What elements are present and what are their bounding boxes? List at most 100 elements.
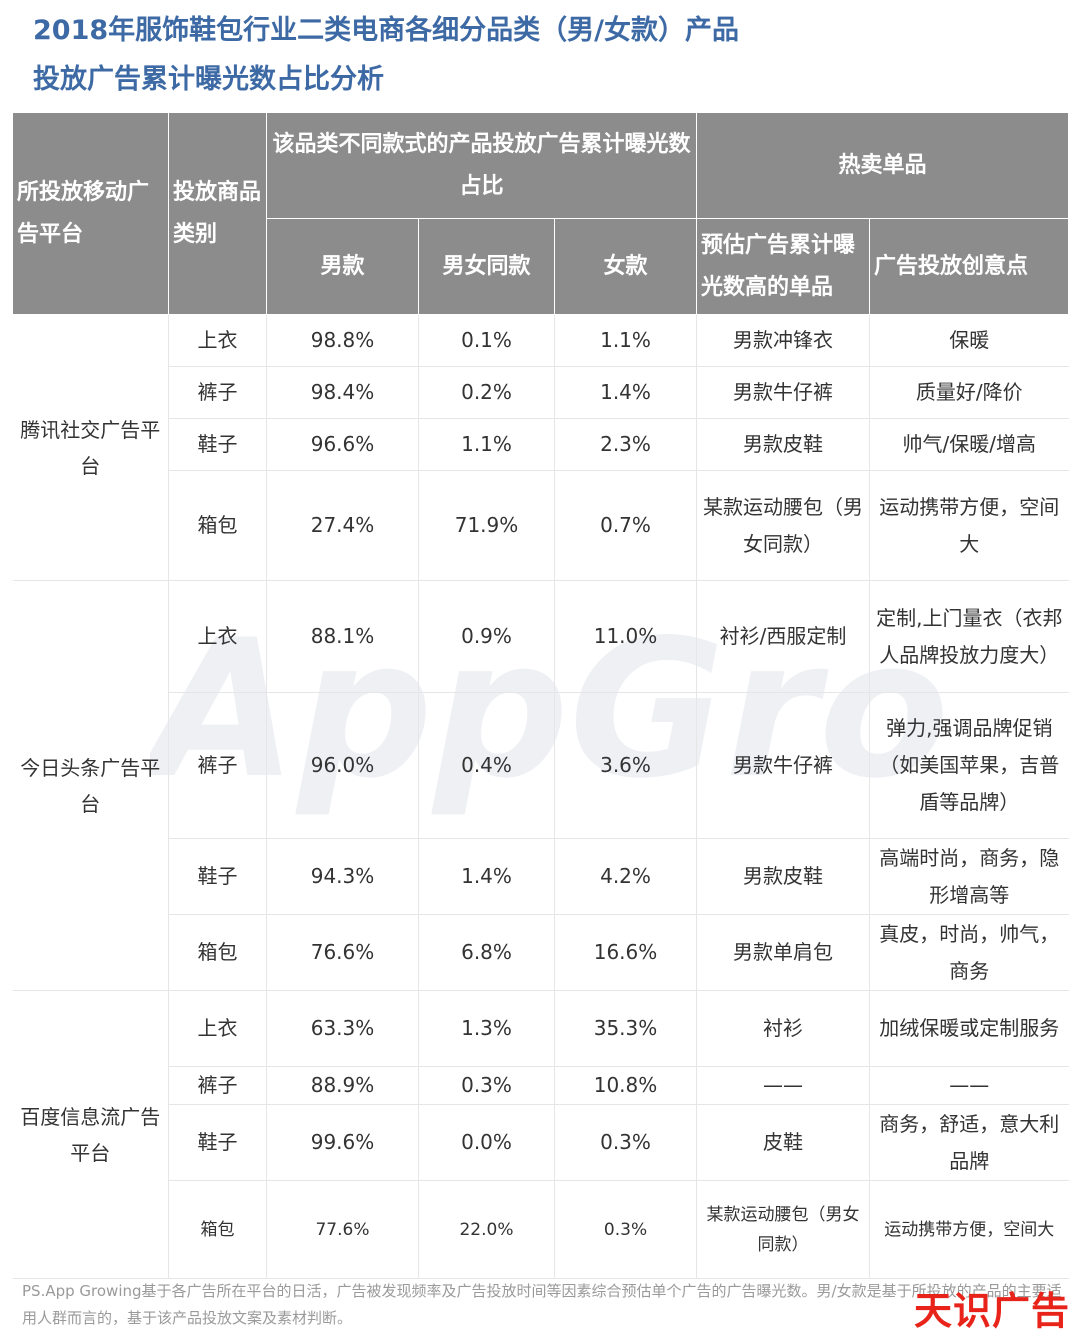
unisex-cell: 0.2% [418, 366, 555, 419]
item-cell: 男款单肩包 [696, 914, 871, 991]
table-row: 今日头条广告平台 上衣 88.1% 0.9% 11.0% 衬衫/西服定制 定制,… [12, 580, 1069, 991]
creative-cell: —— [869, 1066, 1069, 1105]
table-row: 箱包 77.6% 22.0% 0.3% 某款运动腰包（男女同款） 运动携带方便，… [13, 1180, 1069, 1279]
table-row: 箱包 27.4% 71.9% 0.7% 某款运动腰包（男女同款） 运动携带方便，… [13, 470, 1069, 581]
women-cell: 0.7% [554, 470, 698, 581]
header-hot-group: 热卖单品 [696, 112, 1070, 219]
women-cell: 0.3% [554, 1180, 698, 1279]
table-row: 百度信息流广告平台 上衣 63.3% 1.3% 35.3% 衬衫 加绒保暖或定制… [12, 990, 1069, 1279]
category-cell: 鞋子 [168, 418, 267, 471]
men-cell: 88.9% [266, 1066, 419, 1105]
category-cell: 鞋子 [168, 838, 267, 915]
women-cell: 1.4% [554, 366, 698, 419]
header-unisex: 男女同款 [418, 218, 555, 315]
men-cell: 96.6% [266, 418, 419, 471]
brand-logo: 天识广告 [913, 1289, 1070, 1333]
header-creative: 广告投放创意点 [869, 218, 1070, 315]
data-table: 所投放移动广告平台 投放商品类别 该品类不同款式的产品投放广告累计曝光数占比 热… [12, 112, 1070, 1279]
unisex-cell: 1.1% [418, 418, 555, 471]
item-cell: 男款皮鞋 [696, 838, 871, 915]
platform-cell: 今日头条广告平台 [12, 580, 169, 991]
creative-cell: 真皮，时尚，帅气，商务 [869, 914, 1069, 991]
unisex-cell: 1.3% [418, 990, 555, 1067]
item-cell: 某款运动腰包（男女同款） [696, 470, 871, 581]
table-row: 鞋子 99.6% 0.0% 0.3% 皮鞋 商务，舒适，意大利品牌 [13, 1104, 1069, 1181]
unisex-cell: 0.0% [418, 1104, 555, 1181]
creative-cell: 运动携带方便，空间大 [869, 1180, 1069, 1279]
unisex-cell: 1.4% [418, 838, 555, 915]
header-top-item: 预估广告累计曝光数高的单品 [696, 218, 871, 315]
table-row: 箱包 76.6% 6.8% 16.6% 男款单肩包 真皮，时尚，帅气，商务 [13, 914, 1069, 991]
women-cell: 0.3% [554, 1104, 698, 1181]
creative-cell: 保暖 [869, 314, 1069, 367]
category-cell: 上衣 [168, 314, 267, 367]
unisex-cell: 0.1% [418, 314, 555, 367]
creative-cell: 加绒保暖或定制服务 [869, 990, 1069, 1067]
men-cell: 94.3% [266, 838, 419, 915]
men-cell: 96.0% [266, 692, 419, 839]
table-row: 裤子 88.9% 0.3% 10.8% —— —— [13, 1066, 1069, 1105]
category-cell: 箱包 [168, 1180, 267, 1279]
item-cell: 衬衫 [696, 990, 871, 1067]
table-row: 鞋子 96.6% 1.1% 2.3% 男款皮鞋 帅气/保暖/增高 [13, 418, 1069, 471]
category-cell: 上衣 [168, 990, 267, 1067]
header-men: 男款 [266, 218, 419, 315]
unisex-cell: 6.8% [418, 914, 555, 991]
category-cell: 上衣 [168, 580, 267, 693]
women-cell: 35.3% [554, 990, 698, 1067]
creative-cell: 帅气/保暖/增高 [869, 418, 1069, 471]
creative-cell: 定制,上门量衣（衣邦人品牌投放力度大） [869, 580, 1069, 693]
women-cell: 16.6% [554, 914, 698, 991]
men-cell: 63.3% [266, 990, 419, 1067]
item-cell: 衬衫/西服定制 [696, 580, 871, 693]
header-platform: 所投放移动广告平台 [12, 112, 169, 315]
table-row: 鞋子 94.3% 1.4% 4.2% 男款皮鞋 高端时尚，商务，隐形增高等 [13, 838, 1069, 915]
creative-cell: 运动携带方便，空间大 [869, 470, 1069, 581]
header-women: 女款 [553, 218, 698, 315]
category-cell: 裤子 [168, 692, 267, 839]
item-cell: 男款冲锋衣 [696, 314, 871, 367]
item-cell: 某款运动腰包（男女同款） [696, 1180, 871, 1279]
header-share-group: 该品类不同款式的产品投放广告累计曝光数占比 [265, 112, 698, 219]
category-cell: 裤子 [168, 1066, 267, 1105]
page-title-line1: 2018年服饰鞋包行业二类电商各细分品类（男/女款）产品 [33, 15, 740, 46]
men-cell: 98.8% [266, 314, 419, 367]
footnote: PS.App Growing基于各广告所在平台的日活，广告被发现频率及广告投放时… [22, 1282, 1062, 1327]
item-cell: 皮鞋 [696, 1104, 871, 1181]
platform-cell: 腾讯社交广告平台 [12, 314, 169, 581]
category-cell: 箱包 [168, 914, 267, 991]
women-cell: 3.6% [554, 692, 698, 839]
platform-cell: 百度信息流广告平台 [12, 990, 169, 1279]
table-row: 腾讯社交广告平台 上衣 98.8% 0.1% 1.1% 男款冲锋衣 保暖 [12, 314, 1069, 581]
table-row: 裤子 98.4% 0.2% 1.4% 男款牛仔裤 质量好/降价 [13, 366, 1069, 419]
creative-cell: 高端时尚，商务，隐形增高等 [869, 838, 1069, 915]
women-cell: 4.2% [554, 838, 698, 915]
men-cell: 77.6% [266, 1180, 419, 1279]
men-cell: 98.4% [266, 366, 419, 419]
page-title-line2: 投放广告累计曝光数占比分析 [33, 64, 384, 95]
unisex-cell: 0.3% [418, 1066, 555, 1105]
creative-cell: 质量好/降价 [869, 366, 1069, 419]
women-cell: 1.1% [554, 314, 698, 367]
women-cell: 10.8% [554, 1066, 698, 1105]
women-cell: 2.3% [554, 418, 698, 471]
item-cell: 男款牛仔裤 [696, 692, 871, 839]
item-cell: —— [696, 1066, 871, 1105]
category-cell: 鞋子 [168, 1104, 267, 1181]
item-cell: 男款牛仔裤 [696, 366, 871, 419]
men-cell: 99.6% [266, 1104, 419, 1181]
header-category: 投放商品类别 [168, 112, 267, 315]
unisex-cell: 22.0% [418, 1180, 555, 1279]
unisex-cell: 71.9% [418, 470, 555, 581]
women-cell: 11.0% [554, 580, 698, 693]
men-cell: 88.1% [266, 580, 419, 693]
item-cell: 男款皮鞋 [696, 418, 871, 471]
creative-cell: 弹力,强调品牌促销（如美国苹果，吉普盾等品牌） [869, 692, 1069, 839]
unisex-cell: 0.4% [418, 692, 555, 839]
category-cell: 裤子 [168, 366, 267, 419]
men-cell: 27.4% [266, 470, 419, 581]
table-row: 裤子 96.0% 0.4% 3.6% 男款牛仔裤 弹力,强调品牌促销（如美国苹果… [13, 692, 1069, 839]
category-cell: 箱包 [168, 470, 267, 581]
unisex-cell: 0.9% [418, 580, 555, 693]
creative-cell: 商务，舒适，意大利品牌 [869, 1104, 1069, 1181]
